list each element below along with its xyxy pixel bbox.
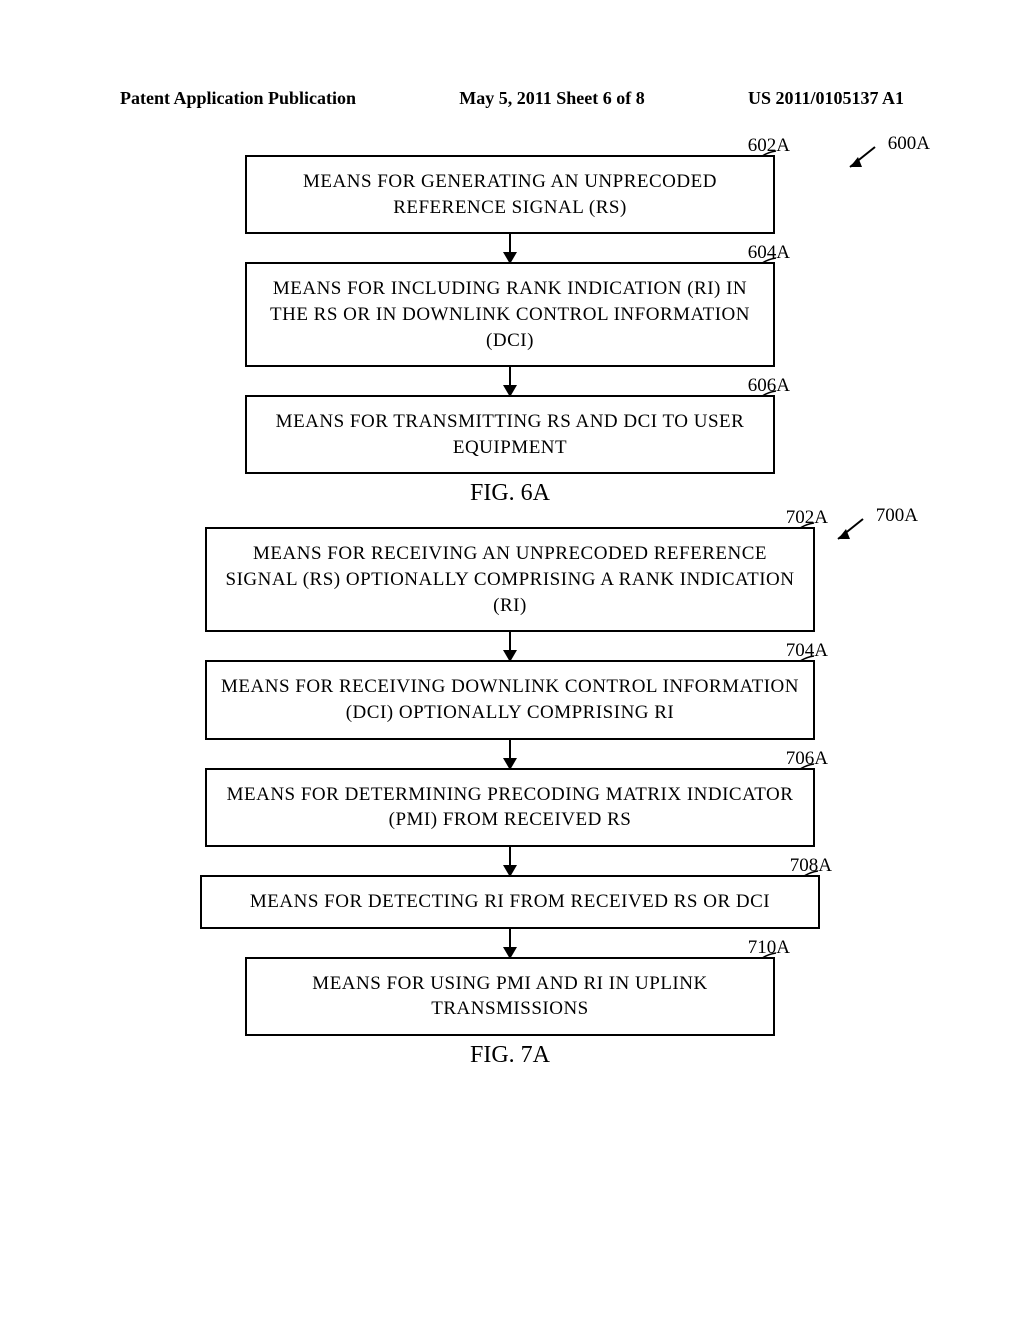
page-header: Patent Application Publication May 5, 20… [0, 88, 1024, 109]
header-right: US 2011/0105137 A1 [748, 88, 904, 109]
fig6a-group: 600A 602A MEANS FOR GENERATING AN UNPREC… [150, 155, 870, 507]
box-706a: MEANS FOR DETERMINING PRECODING MATRIX I… [205, 768, 815, 847]
arrow-602-604 [509, 234, 511, 262]
box-708a: MEANS FOR DETECTING RI FROM RECEIVED RS … [200, 875, 820, 929]
box-602a: MEANS FOR GENERATING AN UNPRECODED REFER… [245, 155, 775, 234]
arrow-702-704 [509, 632, 511, 660]
fig6a-caption: FIG. 6A [150, 480, 870, 507]
fig7a-group-label: 700A [876, 505, 918, 527]
page: Patent Application Publication May 5, 20… [0, 0, 1024, 1320]
header-center: May 5, 2011 Sheet 6 of 8 [459, 88, 644, 109]
arrow-704-706 [509, 740, 511, 768]
arrow-706-708 [509, 847, 511, 875]
box-702a: MEANS FOR RECEIVING AN UNPRECODED REFERE… [205, 527, 815, 632]
box-710a: MEANS FOR USING PMI AND RI IN UPLINK TRA… [245, 957, 775, 1036]
box-704a: MEANS FOR RECEIVING DOWNLINK CONTROL INF… [205, 660, 815, 739]
box-604a: MEANS FOR INCLUDING RANK INDICATION (RI)… [245, 262, 775, 367]
fig7a-group: 700A 702A MEANS FOR RECEIVING AN UNPRECO… [150, 527, 870, 1068]
fig6a-group-label: 600A [888, 133, 930, 155]
arrow-708-710 [509, 929, 511, 957]
diagram-area: 600A 602A MEANS FOR GENERATING AN UNPREC… [150, 155, 870, 1069]
arrow-604-606 [509, 367, 511, 395]
box-606a: MEANS FOR TRANSMITTING RS AND DCI TO USE… [245, 395, 775, 474]
fig7a-caption: FIG. 7A [150, 1042, 870, 1069]
header-left: Patent Application Publication [120, 88, 356, 109]
